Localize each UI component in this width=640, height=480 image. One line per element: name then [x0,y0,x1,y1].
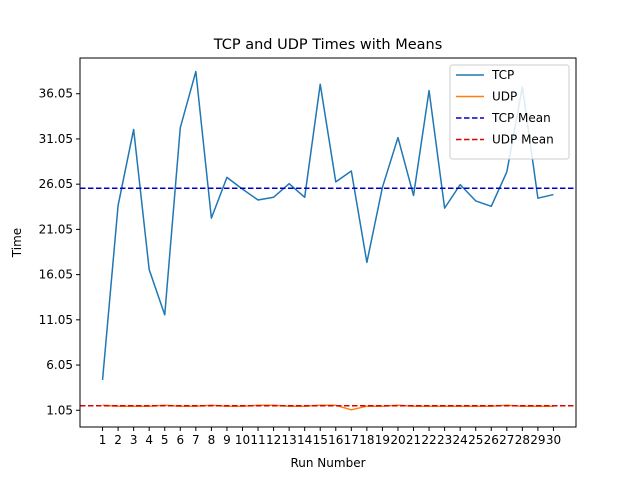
x-tick-label: 3 [130,433,138,447]
series-line-tcp [101,70,554,381]
x-tick-label: 26 [484,433,499,447]
x-tick-label: 25 [468,433,483,447]
legend-label-tcp-mean: TCP Mean [491,111,551,125]
y-tick-label: 6.05 [46,358,73,372]
x-tick-label: 15 [313,433,328,447]
legend-label-udp-mean: UDP Mean [492,133,554,147]
y-tick-label: 36.05 [39,87,73,101]
y-tick-label: 26.05 [39,177,73,191]
x-tick-label: 4 [145,433,153,447]
x-tick-label: 24 [453,433,468,447]
x-axis: 1 2 3 4 5 6 7 8 9 10 11 12 13 14 15 16 17 18 19 20 21 22 23 24 2… [99,427,561,447]
legend: TCP UDP TCP Mean UDP Mean [449,64,570,160]
x-tick-label: 28 [515,433,530,447]
legend-label-tcp: TCP [491,68,514,82]
y-axis-label: Time [10,228,24,258]
x-tick-label: 22 [421,433,436,447]
y-tick-label: 11.05 [39,313,73,327]
x-tick-label: 13 [281,433,296,447]
y-tick-label: 21.05 [39,222,73,236]
x-tick-label: 7 [192,433,200,447]
y-tick-label: 1.05 [46,403,73,417]
x-tick-label: 27 [499,433,514,447]
x-tick-label: 16 [328,433,343,447]
x-tick-label: 6 [176,433,184,447]
x-tick-label: 10 [235,433,250,447]
x-tick-label: 20 [390,433,405,447]
x-tick-label: 23 [437,433,452,447]
y-tick-label: 31.05 [39,132,73,146]
plot-area [80,70,576,411]
x-axis-label: Run Number [290,456,365,470]
legend-label-udp: UDP [492,90,517,104]
y-tick-label: 16.05 [39,268,73,282]
legend-box [449,64,570,160]
chart-title: TCP and UDP Times with Means [213,37,443,53]
x-tick-label: 5 [161,433,169,447]
x-tick-label: 30 [546,433,561,447]
x-tick-label: 18 [359,433,374,447]
x-tick-label: 17 [344,433,359,447]
x-tick-label: 2 [114,433,122,447]
x-tick-label: 12 [266,433,281,447]
x-tick-label: 29 [530,433,545,447]
x-tick-label: 8 [208,433,216,447]
x-tick-label: 9 [223,433,231,447]
x-tick-label: 1 [99,433,107,447]
x-tick-label: 19 [375,433,390,447]
x-tick-label: 21 [406,433,421,447]
y-axis: 1.05 6.05 11.05 16.05 21.05 26.05 31.05 36.05 [39,87,80,417]
x-tick-label: 14 [297,433,312,447]
plot-frame [79,57,577,428]
x-tick-label: 11 [250,433,265,447]
